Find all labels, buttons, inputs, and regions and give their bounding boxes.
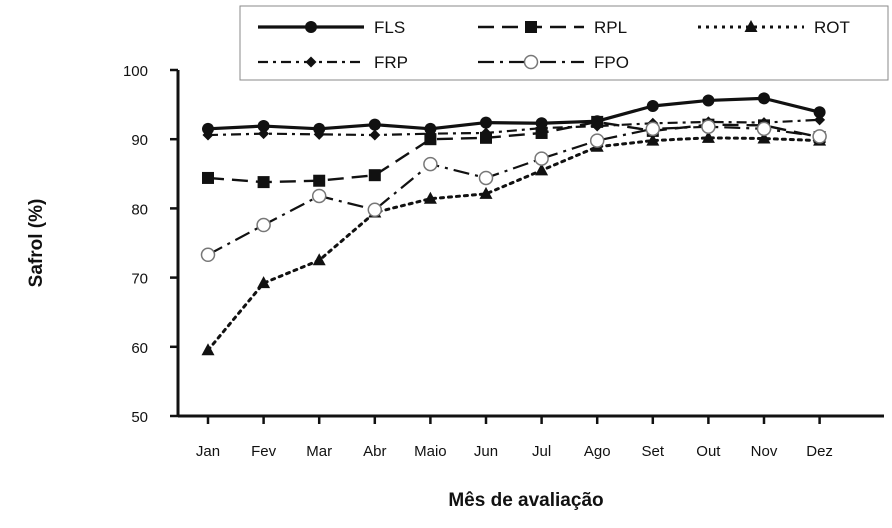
data-point-fls bbox=[480, 116, 492, 129]
data-point-rot bbox=[757, 131, 771, 144]
data-point-fpo bbox=[367, 202, 383, 218]
legend-item-fpo: FPO bbox=[478, 53, 629, 72]
data-point-frp bbox=[480, 127, 492, 139]
data-point-fpo bbox=[311, 188, 327, 204]
series-fpo bbox=[200, 119, 827, 263]
data-point-rot bbox=[535, 163, 549, 176]
series-line-fls bbox=[207, 96, 820, 131]
legend-item-fls: FLS bbox=[258, 18, 405, 37]
series-line-frp bbox=[207, 118, 820, 137]
data-point-rot bbox=[201, 343, 215, 356]
data-point-fls bbox=[813, 106, 826, 119]
y-tick-label: 70 bbox=[131, 271, 148, 288]
x-axis-title: Mês de avaliação bbox=[448, 490, 603, 511]
y-tick-label: 60 bbox=[131, 340, 148, 357]
data-point-frp bbox=[258, 128, 270, 140]
legend-marker bbox=[525, 21, 537, 33]
legend-label: RPL bbox=[594, 18, 627, 37]
x-tick-label: Ago bbox=[584, 443, 611, 460]
x-tick-label: Jul bbox=[532, 443, 551, 460]
data-point-fpo bbox=[701, 119, 716, 134]
data-point-rot bbox=[257, 276, 271, 289]
x-tick-label: Mar bbox=[306, 443, 332, 460]
legend-label: FRP bbox=[374, 53, 408, 72]
data-point-fpo bbox=[589, 133, 605, 148]
y-ticks: 50 60 70 80 90 100 bbox=[123, 63, 178, 426]
data-point-fpo bbox=[200, 247, 216, 263]
x-ticks: Jan Fev Mar Abr Maio Jun Jul Ago Set Out Nov Dez bbox=[196, 416, 833, 460]
data-point-fpo bbox=[534, 151, 549, 166]
data-point-frp bbox=[202, 129, 214, 141]
series-line-rpl bbox=[207, 120, 820, 184]
data-point-rot bbox=[479, 186, 493, 199]
data-point-rot bbox=[646, 133, 660, 146]
data-point-fls bbox=[313, 122, 326, 135]
legend-marker bbox=[744, 20, 758, 32]
data-point-fls bbox=[702, 94, 715, 107]
data-point-rot bbox=[423, 191, 437, 204]
series-layer bbox=[200, 92, 827, 356]
y-tick-label: 50 bbox=[131, 409, 148, 426]
series-line-rot bbox=[206, 136, 822, 352]
data-point-fpo bbox=[423, 156, 438, 172]
data-point-fpo bbox=[756, 121, 772, 137]
data-point-rpl bbox=[202, 171, 214, 184]
data-point-rot bbox=[701, 130, 715, 143]
data-point-fls bbox=[758, 92, 770, 105]
x-tick-label: Set bbox=[642, 443, 665, 460]
data-point-frp bbox=[591, 120, 603, 132]
x-tick-label: Jan bbox=[196, 443, 220, 460]
data-point-frp bbox=[424, 128, 436, 140]
data-point-rpl bbox=[257, 176, 270, 189]
x-tick-label: Jun bbox=[474, 443, 498, 460]
data-point-fls bbox=[368, 118, 381, 131]
legend-label: FLS bbox=[374, 18, 405, 37]
x-tick-label: Fev bbox=[251, 443, 277, 460]
legend-box bbox=[239, 5, 889, 81]
legend-marker bbox=[523, 54, 539, 70]
legend-marker bbox=[305, 21, 317, 33]
y-tick-label: 90 bbox=[131, 132, 148, 149]
y-tick-label: 80 bbox=[131, 201, 148, 218]
legend: FLS RPL ROT FRP FPO bbox=[258, 18, 850, 72]
data-point-fls bbox=[646, 99, 659, 112]
data-point-rpl bbox=[368, 169, 381, 182]
data-point-fls bbox=[202, 122, 214, 135]
data-point-frp bbox=[313, 128, 325, 140]
x-tick-label: Out bbox=[696, 443, 721, 460]
x-tick-label: Nov bbox=[751, 443, 778, 460]
legend-item-rot: ROT bbox=[698, 18, 850, 37]
data-point-fpo bbox=[645, 121, 661, 137]
data-point-fpo bbox=[256, 217, 271, 233]
data-point-rpl bbox=[313, 174, 326, 187]
data-point-frp bbox=[536, 122, 548, 134]
legend-item-rpl: RPL bbox=[478, 18, 627, 37]
x-tick-label: Dez bbox=[806, 443, 833, 460]
x-tick-label: Abr bbox=[363, 443, 386, 460]
legend-label: ROT bbox=[814, 18, 850, 37]
series-line-fpo bbox=[207, 125, 820, 256]
x-tick-label: Maio bbox=[414, 443, 447, 460]
data-point-fls bbox=[257, 120, 270, 133]
data-point-fpo bbox=[478, 170, 494, 186]
data-point-frp bbox=[814, 114, 826, 126]
legend-label: FPO bbox=[594, 53, 629, 72]
legend-marker bbox=[305, 56, 317, 68]
data-point-frp bbox=[369, 129, 381, 141]
data-point-rpl bbox=[424, 133, 437, 146]
data-point-rot bbox=[312, 253, 326, 266]
data-point-fpo bbox=[812, 129, 827, 144]
y-tick-label: 100 bbox=[123, 63, 148, 80]
y-axis-title: Safrol (%) bbox=[26, 199, 47, 288]
legend-item-frp: FRP bbox=[258, 53, 408, 72]
